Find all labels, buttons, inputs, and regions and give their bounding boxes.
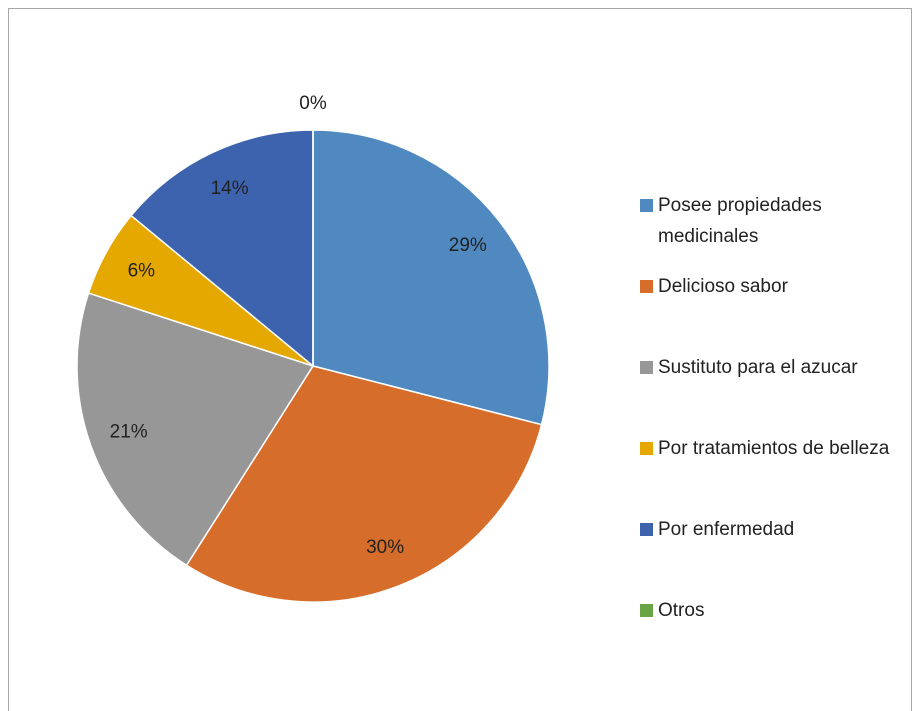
- legend-item: Por enfermedad: [640, 514, 900, 545]
- data-label: 14%: [211, 178, 249, 199]
- data-label: 6%: [128, 261, 156, 282]
- legend-item: Delicioso sabor: [640, 271, 900, 302]
- legend-item: Por tratamientos de belleza: [640, 433, 900, 464]
- legend-label: Por tratamientos de belleza: [658, 438, 890, 459]
- data-label: 0%: [299, 93, 327, 114]
- legend-item: Otros: [640, 595, 900, 626]
- legend-label: Por enfermedad: [658, 519, 795, 540]
- legend-item: Posee propiedades medicinales: [640, 190, 900, 252]
- data-label: 29%: [449, 235, 487, 256]
- pie-slice: [130, 129, 314, 368]
- pie-slice: [312, 129, 550, 426]
- legend-swatch: [640, 280, 653, 293]
- legend-label: Otros: [658, 600, 705, 621]
- legend-label: Posee propiedades medicinales: [658, 195, 822, 247]
- legend-swatch: [640, 604, 653, 617]
- legend-swatch: [640, 199, 653, 212]
- legend-swatch: [640, 442, 653, 455]
- legend-label: Delicioso sabor: [658, 276, 788, 297]
- legend-label: Sustituto para el azucar: [658, 357, 858, 378]
- legend-swatch: [640, 523, 653, 536]
- legend-swatch: [640, 361, 653, 374]
- legend-item: Sustituto para el azucar: [640, 352, 900, 383]
- data-label: 21%: [110, 421, 148, 442]
- pie-slice: [185, 365, 543, 603]
- data-label: 30%: [366, 537, 404, 558]
- pie-slice: [76, 292, 315, 567]
- chart-border: [8, 8, 912, 711]
